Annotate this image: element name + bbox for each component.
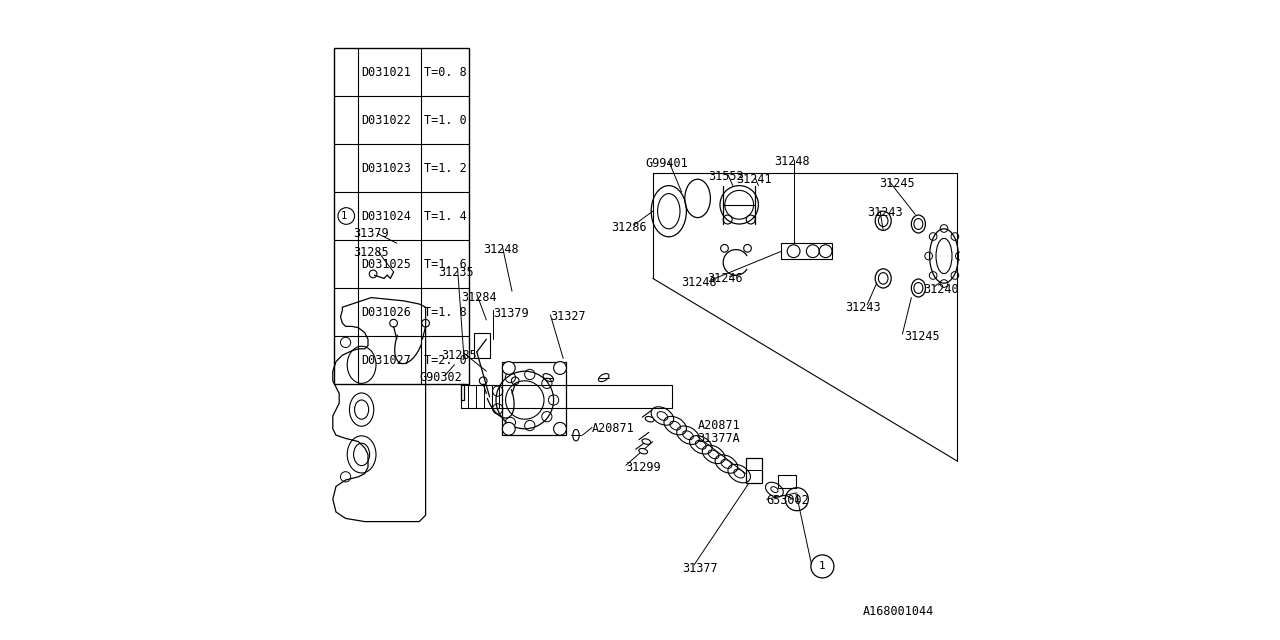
Text: T=0. 8: T=0. 8 — [425, 65, 467, 79]
Text: T=1. 4: T=1. 4 — [425, 209, 467, 223]
Text: G53002: G53002 — [767, 494, 809, 507]
Text: 31246: 31246 — [708, 272, 742, 285]
Text: 31379: 31379 — [493, 307, 529, 320]
Text: A20871: A20871 — [591, 422, 635, 435]
Text: 31248: 31248 — [681, 276, 717, 289]
Text: 31243: 31243 — [868, 206, 902, 219]
Text: A20871: A20871 — [698, 419, 740, 432]
Text: 31285: 31285 — [442, 349, 477, 362]
Text: T=1. 2: T=1. 2 — [425, 161, 467, 175]
Text: 1: 1 — [819, 561, 826, 572]
Circle shape — [554, 422, 566, 435]
Text: 1: 1 — [794, 494, 800, 504]
Circle shape — [502, 362, 515, 374]
Text: 31379: 31379 — [353, 227, 389, 240]
Bar — [461, 385, 672, 408]
Ellipse shape — [643, 439, 650, 444]
Text: 31243: 31243 — [845, 301, 881, 314]
Text: D031026: D031026 — [362, 305, 411, 319]
Text: 31377A: 31377A — [698, 432, 740, 445]
Circle shape — [502, 422, 515, 435]
Text: 31248: 31248 — [484, 243, 518, 256]
Text: 31240: 31240 — [923, 283, 959, 296]
Ellipse shape — [645, 417, 654, 422]
Text: 31241: 31241 — [737, 173, 772, 186]
Text: 31377: 31377 — [682, 562, 718, 575]
Text: 31552: 31552 — [709, 170, 744, 182]
Text: T=1. 0: T=1. 0 — [425, 113, 467, 127]
Text: 31248: 31248 — [774, 155, 810, 168]
Text: D031024: D031024 — [362, 209, 411, 223]
Text: T=1. 6: T=1. 6 — [425, 257, 467, 271]
Text: 31245: 31245 — [879, 177, 914, 190]
Text: T=1. 8: T=1. 8 — [425, 305, 467, 319]
Text: 31285: 31285 — [353, 246, 389, 259]
Text: 1: 1 — [342, 211, 347, 221]
Bar — [745, 458, 762, 483]
Text: 31299: 31299 — [625, 461, 660, 474]
Text: T=2. 0: T=2. 0 — [425, 353, 467, 367]
Text: D031022: D031022 — [362, 113, 411, 127]
Text: D031027: D031027 — [362, 353, 411, 367]
Text: A168001044: A168001044 — [863, 605, 934, 618]
Text: G99401: G99401 — [645, 157, 687, 170]
Text: 31284: 31284 — [461, 291, 497, 304]
Circle shape — [554, 362, 566, 374]
Ellipse shape — [639, 449, 648, 454]
Bar — [502, 362, 566, 435]
Bar — [781, 243, 832, 259]
Bar — [778, 475, 796, 488]
Bar — [461, 384, 465, 400]
Text: G90302: G90302 — [420, 371, 462, 384]
Text: 31245: 31245 — [904, 330, 940, 342]
Text: 31235: 31235 — [438, 266, 474, 278]
Bar — [474, 333, 490, 358]
Bar — [334, 48, 470, 384]
Text: 31327: 31327 — [550, 310, 586, 323]
Text: 31286: 31286 — [612, 221, 646, 234]
Text: D031021: D031021 — [362, 65, 411, 79]
Text: D031023: D031023 — [362, 161, 411, 175]
Text: D031025: D031025 — [362, 257, 411, 271]
